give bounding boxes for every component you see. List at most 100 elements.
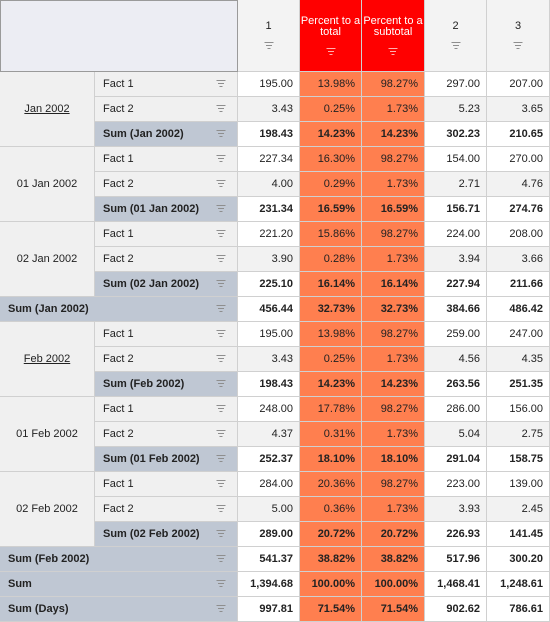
subtotal-row-header: Sum (Feb 2002) — [95, 372, 238, 397]
cell-value: 3.90 — [271, 253, 293, 265]
filter-funnel-icon[interactable] — [216, 605, 225, 613]
cell-value: 248.00 — [259, 403, 293, 415]
filter-funnel-icon[interactable] — [216, 105, 225, 113]
filter-funnel-icon[interactable] — [216, 355, 225, 363]
fact-row-header: Fact 2 — [95, 97, 238, 122]
filter-funnel-icon[interactable] — [216, 205, 225, 213]
subtotal-label: Sum (02 Feb 2002) — [103, 528, 200, 540]
month-group-header[interactable]: Feb 2002 — [0, 322, 95, 397]
column-header[interactable]: Percent to a total — [300, 0, 362, 72]
cell-value: 32.73% — [317, 303, 355, 315]
value-cell: 274.76 — [487, 197, 550, 222]
month-label-link[interactable]: Jan 2002 — [24, 103, 70, 115]
cell-value: 517.96 — [446, 553, 480, 565]
value-cell: 4.56 — [425, 347, 487, 372]
cell-value: 71.54% — [317, 603, 355, 615]
value-cell: 16.14% — [362, 272, 425, 297]
cell-value: 1.73% — [386, 353, 418, 365]
cell-value: 15.86% — [317, 228, 355, 240]
filter-funnel-icon[interactable] — [216, 330, 225, 338]
column-header[interactable]: Percent to a subtotal — [362, 0, 425, 72]
filter-funnel-icon[interactable] — [216, 480, 225, 488]
value-cell: 0.25% — [300, 347, 362, 372]
filter-funnel-icon[interactable] — [388, 47, 398, 56]
value-cell: 3.66 — [487, 247, 550, 272]
filter-funnel-icon[interactable] — [216, 255, 225, 263]
value-cell: 289.00 — [238, 522, 300, 547]
day-group-header: 02 Jan 2002 — [0, 222, 95, 297]
cell-value: 198.43 — [259, 378, 293, 390]
filter-funnel-icon[interactable] — [216, 380, 225, 388]
cell-value: 1,394.68 — [250, 578, 293, 590]
filter-funnel-icon[interactable] — [216, 530, 225, 538]
value-cell: 20.72% — [300, 522, 362, 547]
filter-funnel-icon[interactable] — [451, 42, 460, 50]
value-cell: 14.23% — [300, 122, 362, 147]
fact-row-header: Fact 2 — [95, 247, 238, 272]
filter-funnel-icon[interactable] — [513, 42, 523, 50]
value-cell: 100.00% — [362, 572, 425, 597]
cell-value: 211.66 — [509, 278, 543, 290]
month-label-link[interactable]: Feb 2002 — [23, 353, 71, 365]
column-header[interactable]: 3 — [487, 0, 550, 72]
column-header[interactable]: 2 — [425, 0, 487, 72]
column-header[interactable]: 1 — [238, 0, 300, 72]
cell-value: 4.37 — [271, 428, 293, 440]
value-cell: 3.65 — [487, 97, 550, 122]
fact-label: Fact 1 — [103, 228, 134, 240]
grand-total-row-header: Sum (Days) — [0, 597, 238, 622]
value-cell: 1.73% — [362, 347, 425, 372]
subtotal-row-header: Sum (Jan 2002) — [95, 122, 238, 147]
filter-funnel-icon[interactable] — [216, 405, 225, 413]
cell-value: 289.00 — [259, 528, 293, 540]
value-cell: 4.76 — [487, 172, 550, 197]
value-cell: 18.10% — [300, 447, 362, 472]
filter-funnel-icon[interactable] — [216, 505, 225, 513]
filter-funnel-icon[interactable] — [216, 455, 225, 463]
cell-value: 195.00 — [259, 328, 293, 340]
cell-value: 3.66 — [521, 253, 543, 265]
cell-value: 98.27% — [380, 228, 418, 240]
value-cell: 1.73% — [362, 97, 425, 122]
filter-funnel-icon[interactable] — [216, 130, 225, 138]
day-label: 02 Feb 2002 — [16, 503, 78, 515]
grand-total-label: Sum — [8, 578, 32, 590]
day-group-header: 01 Jan 2002 — [0, 147, 95, 222]
value-cell: 4.35 — [487, 347, 550, 372]
filter-funnel-icon[interactable] — [216, 430, 225, 438]
month-group-header[interactable]: Jan 2002 — [0, 72, 95, 147]
filter-funnel-icon[interactable] — [216, 280, 225, 288]
fact-label: Fact 2 — [103, 353, 134, 365]
day-label: 01 Jan 2002 — [16, 178, 78, 190]
cell-value: 0.28% — [323, 253, 355, 265]
filter-funnel-icon[interactable] — [326, 47, 335, 56]
filter-funnel-icon[interactable] — [216, 580, 225, 588]
value-cell: 1.73% — [362, 247, 425, 272]
subtotal-label: Sum (01 Feb 2002) — [103, 453, 200, 465]
cell-value: 384.66 — [446, 303, 480, 315]
value-cell: 195.00 — [238, 72, 300, 97]
filter-funnel-icon[interactable] — [216, 80, 225, 88]
value-cell: 141.45 — [487, 522, 550, 547]
cell-value: 1.73% — [386, 503, 418, 515]
value-cell: 286.00 — [425, 397, 487, 422]
filter-funnel-icon[interactable] — [216, 305, 225, 313]
filter-funnel-icon[interactable] — [216, 180, 225, 188]
value-cell: 1.73% — [362, 497, 425, 522]
filter-funnel-icon[interactable] — [216, 155, 225, 163]
cell-value: 270.00 — [509, 153, 543, 165]
cell-value: 20.72% — [380, 528, 418, 540]
filter-funnel-icon[interactable] — [264, 42, 273, 50]
value-cell: 231.34 — [238, 197, 300, 222]
subtotal-label: Sum (01 Jan 2002) — [103, 203, 199, 215]
value-cell: 248.00 — [238, 397, 300, 422]
filter-funnel-icon[interactable] — [216, 555, 225, 563]
cell-value: 210.65 — [509, 128, 543, 140]
value-cell: 198.43 — [238, 372, 300, 397]
filter-funnel-icon[interactable] — [216, 230, 225, 238]
cell-value: 156.00 — [509, 403, 543, 415]
cell-value: 16.59% — [317, 203, 355, 215]
cell-value: 1.73% — [386, 103, 418, 115]
cell-value: 1,468.41 — [437, 578, 480, 590]
cell-value: 98.27% — [380, 153, 418, 165]
